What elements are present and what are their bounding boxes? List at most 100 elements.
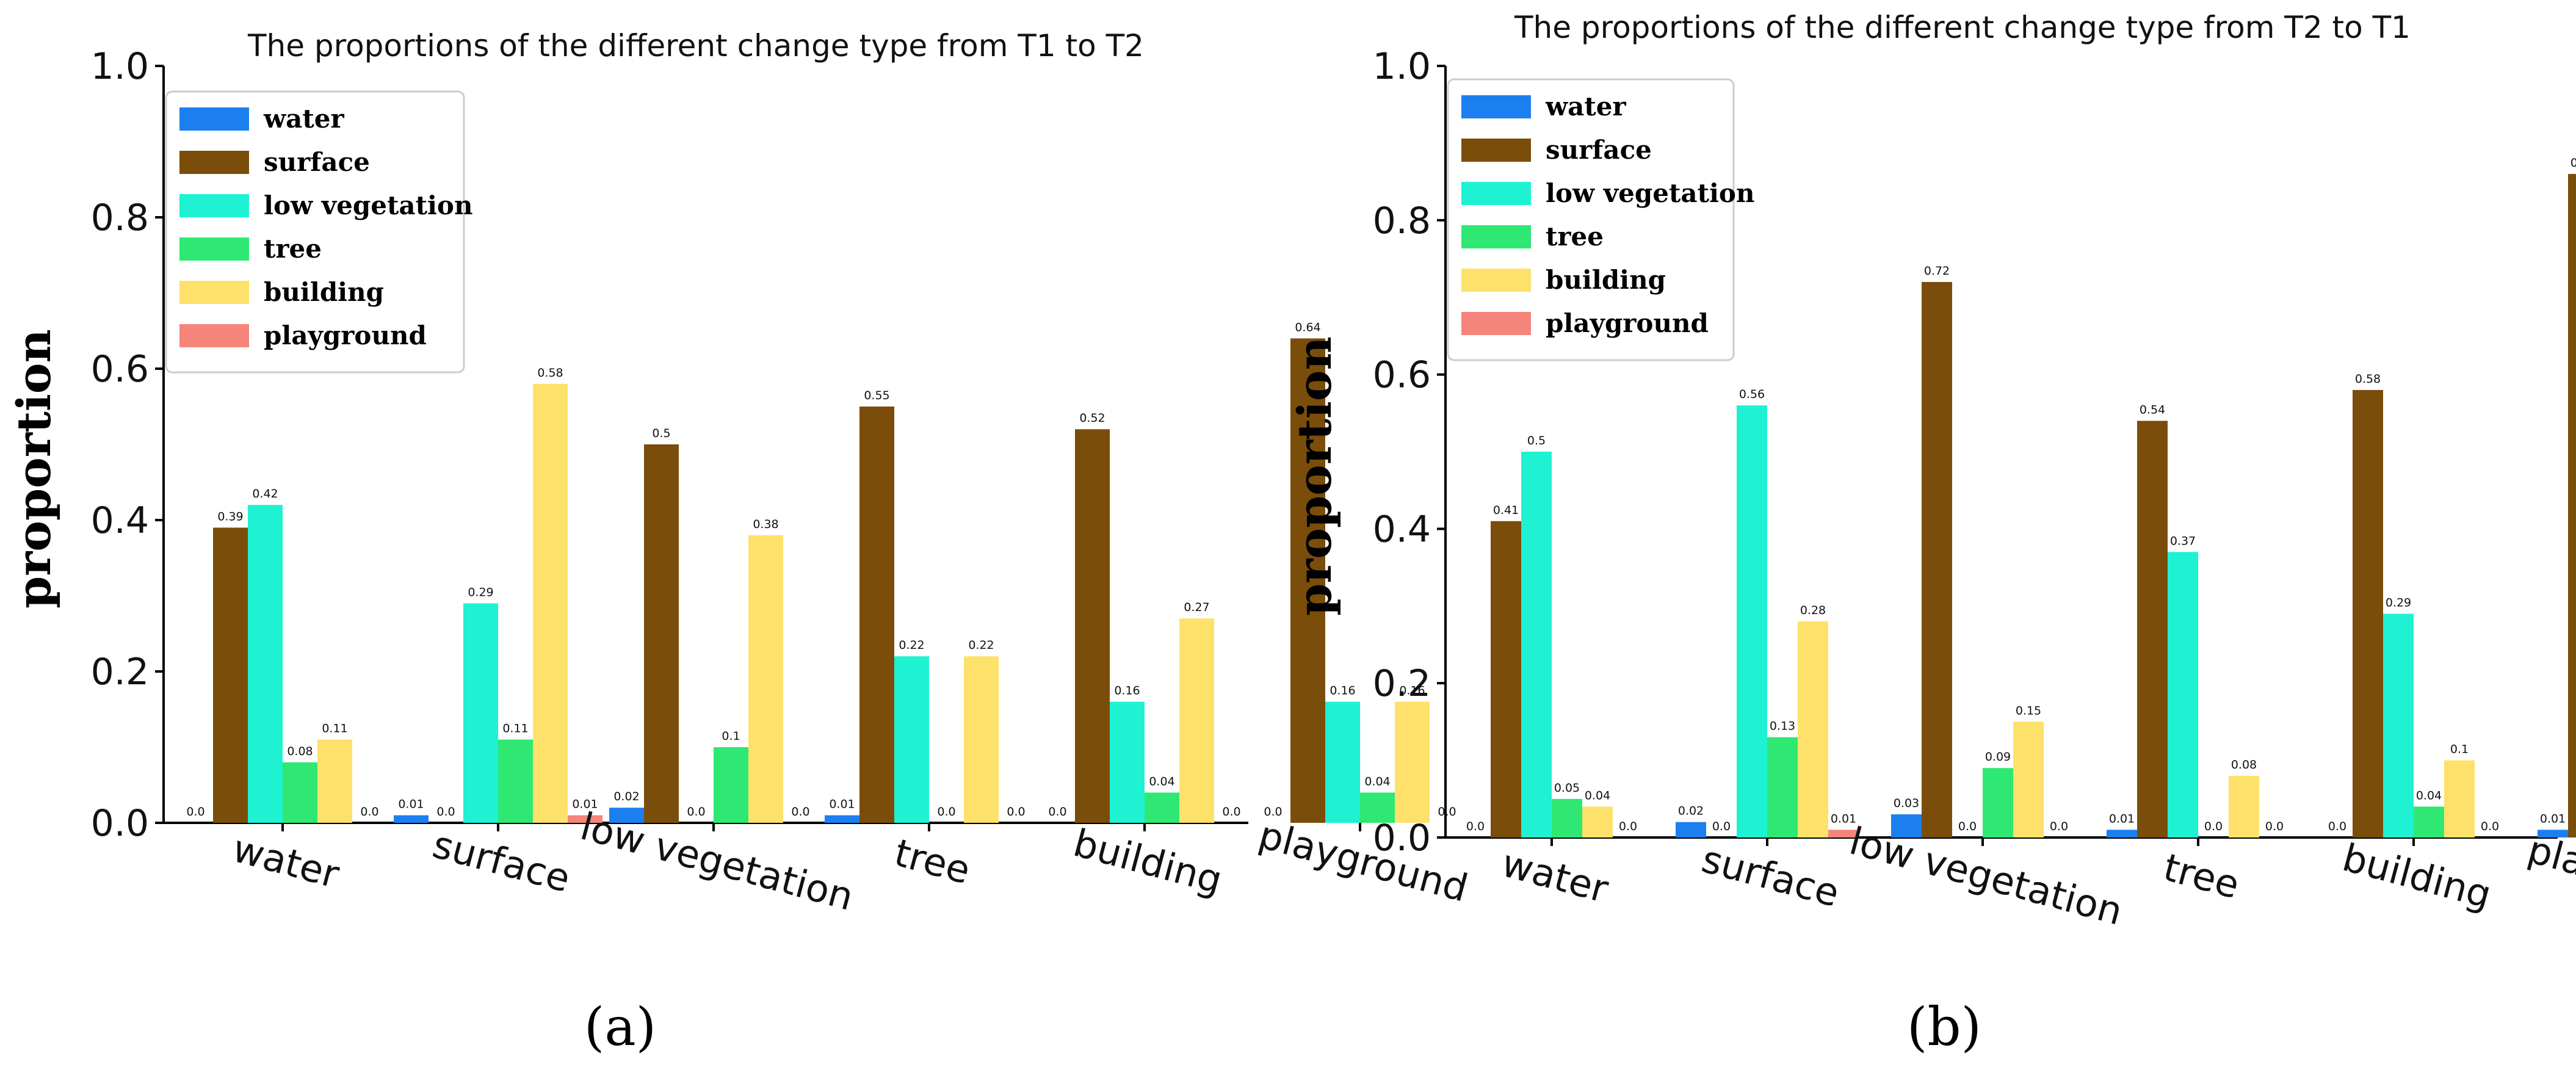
bar-water [2107,830,2137,837]
data-label: 0.56 [1739,388,1765,401]
y-tick-label: 0.6 [1373,354,1431,397]
data-label: 0.0 [687,805,705,819]
data-label: 0.0 [937,805,955,819]
x-tick-label: surface [1697,836,1843,916]
bar-low-vegetation [248,505,283,823]
bar-surface [1922,281,1952,837]
bar-surface [2568,173,2576,838]
bar-water [825,815,859,823]
bar-water [609,808,644,823]
data-label: 0.01 [2540,812,2566,825]
data-label: 0.0 [2204,820,2223,833]
data-label: 0.41 [1493,504,1519,517]
data-label: 0.0 [436,805,455,819]
bar-low-vegetation [2168,552,2198,837]
y-tick-label: 0.8 [1373,200,1431,242]
data-label: 0.22 [968,638,994,652]
data-label: 0.0 [1438,805,1456,819]
data-label: 0.02 [1678,805,1704,818]
legend-label: building [1546,265,1666,295]
legend-label: water [263,104,344,134]
data-label: 0.04 [1364,775,1390,788]
data-label: 0.1 [2450,743,2469,756]
data-label: 0.42 [252,487,278,501]
data-label: 0.01 [829,798,855,811]
x-tick-label: tree [2159,845,2244,908]
data-label: 0.1 [722,729,740,743]
bar-building [533,383,568,823]
data-label: 0.0 [2050,820,2068,833]
data-label: 0.37 [2170,534,2196,548]
data-label: 0.5 [652,427,670,440]
y-tick-label: 0.2 [1373,662,1431,705]
bar-water [1891,814,1922,837]
bar-surface [1290,338,1325,823]
data-label: 0.64 [1295,320,1320,334]
y-tick-label: 1.0 [91,45,149,88]
bar-building [1179,618,1214,823]
data-label: 0.0 [1007,805,1025,819]
data-label: 0.28 [1800,604,1826,617]
legend-label: playground [264,320,427,350]
data-label: 0.01 [572,798,598,811]
bar-water [1676,822,1706,837]
data-label: 0.0 [1958,820,1977,833]
data-label: 0.09 [1985,750,2011,764]
legend-label: tree [1546,222,1604,251]
legend-label: water [1545,92,1626,121]
y-tick-label: 0.0 [1373,817,1431,859]
legend-swatch-building [179,281,249,304]
bar-tree [1552,798,1582,837]
chart-panel-a: The proportions of the different change … [7,28,1472,1058]
data-label: 0.58 [2355,372,2381,386]
data-label: 0.08 [287,745,313,758]
legend-swatch-surface [179,151,249,174]
legend-swatch-water [1461,95,1531,118]
data-label: 0.29 [468,585,493,599]
bar-low-vegetation [894,656,929,823]
legend-label: low vegetation [264,190,472,220]
legend-label: low vegetation [1546,178,1754,208]
bar-surface [859,407,894,823]
data-label: 0.02 [613,790,639,803]
data-label: 0.0 [1048,805,1066,819]
bar-building [2013,722,2044,837]
x-tick-label: building [1069,820,1227,903]
bar-surface [2353,389,2383,837]
bar-building [1798,621,1828,837]
bar-tree [714,747,748,823]
data-label: 0.04 [1149,775,1174,788]
data-label: 0.39 [217,510,243,523]
data-label: 0.0 [1466,820,1485,833]
data-label: 0.0 [1222,805,1240,819]
data-label: 0.86 [2571,156,2576,170]
bar-water [394,815,429,823]
data-label: 0.72 [1924,264,1950,278]
bar-surface [1491,521,1521,837]
legend: water surface low vegetation tree building pl… [165,90,472,374]
data-label: 0.0 [1712,820,1731,833]
data-label: 0.0 [1264,805,1282,819]
legend: water surface low vegetation tree building pl… [1447,78,1754,361]
data-label: 0.04 [1585,789,1610,802]
bar-building [964,656,999,823]
data-label: 0.16 [1399,684,1425,698]
bar-low-vegetation [1325,701,1360,823]
bar-building [1395,701,1430,823]
data-label: 0.55 [864,389,889,402]
bar-low-vegetation [1737,405,1767,837]
bar-water [2538,830,2568,837]
bar-surface [1075,429,1110,823]
bar-low-vegetation [463,603,498,823]
bar-tree [1145,792,1179,823]
chart-panel-b: The proportions of the different change … [1287,10,2576,1058]
data-label: 0.0 [360,805,378,819]
legend-swatch-playground [179,324,249,347]
y-tick-label: 1.0 [1373,45,1431,88]
bar-tree [1360,792,1395,823]
bar-tree [498,739,533,823]
y-axis-label: proportion [7,329,61,609]
panel-label: (a) [584,997,656,1058]
legend-swatch-tree [1461,225,1531,248]
